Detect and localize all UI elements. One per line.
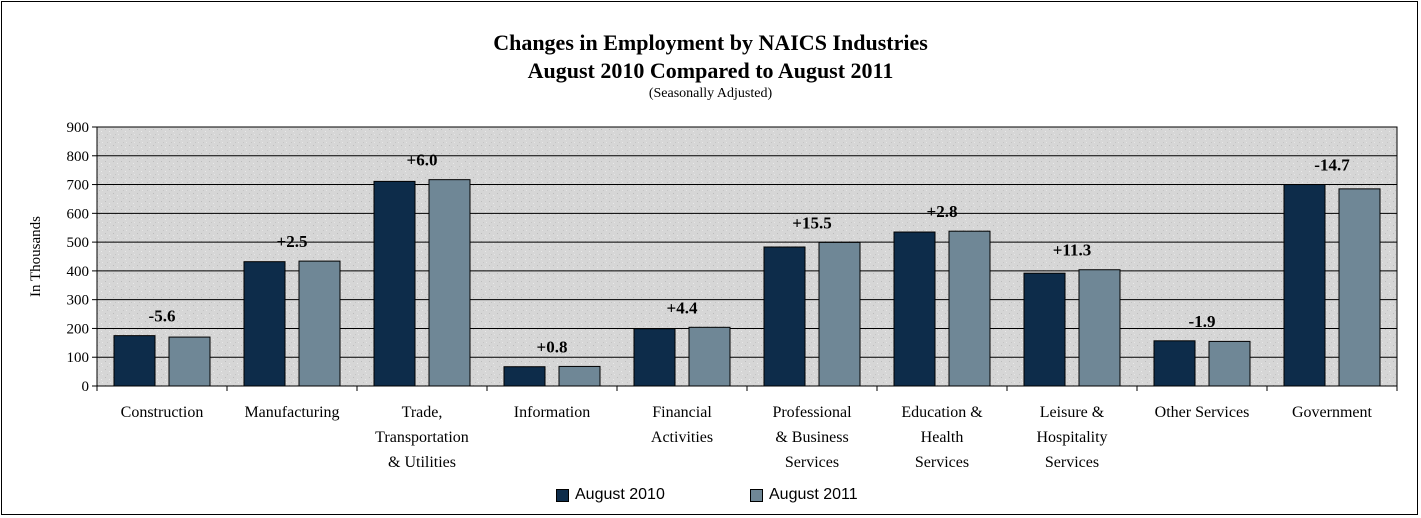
change-label: +2.8 <box>927 202 958 221</box>
x-tick-label: Hospitality <box>1036 429 1107 446</box>
y-tick-label: 900 <box>67 120 90 136</box>
legend-item-august-2010: August 2010 <box>556 486 665 504</box>
change-label: +11.3 <box>1053 241 1092 260</box>
change-label: +2.5 <box>277 232 308 251</box>
x-tick-label: Services <box>1045 454 1099 471</box>
x-tick-label: Information <box>514 404 590 421</box>
bar-august-2011 <box>1338 188 1381 387</box>
change-label: -5.6 <box>149 307 176 326</box>
x-tick-label: & Utilities <box>388 454 456 471</box>
y-tick-label: 100 <box>67 350 90 366</box>
y-tick-label: 700 <box>67 178 90 194</box>
x-tick-label: Education & <box>901 404 983 421</box>
legend-swatch <box>750 488 763 502</box>
chart-note: (Seasonally Adjusted) <box>648 86 773 101</box>
bar-august-2010 <box>1153 340 1196 387</box>
bar-august-2010 <box>243 261 286 387</box>
x-tick-label: Leisure & <box>1040 404 1105 421</box>
y-tick-label: 800 <box>67 149 90 165</box>
change-label: +15.5 <box>792 213 831 232</box>
legend-swatch <box>556 488 569 502</box>
legend-label: August 2010 <box>575 486 665 503</box>
y-tick-label: 200 <box>67 321 90 337</box>
bar-august-2010 <box>113 335 156 387</box>
bar-august-2011 <box>558 365 601 387</box>
change-label: +4.4 <box>667 298 698 317</box>
x-tick-label: Professional <box>772 404 852 421</box>
x-tick-label: Construction <box>121 404 204 421</box>
x-tick-label: Government <box>1292 404 1373 421</box>
bar-august-2011 <box>1078 269 1121 387</box>
x-tick-label: Health <box>921 429 964 446</box>
bar-august-2010 <box>373 180 416 387</box>
legend-item-august-2011: August 2011 <box>750 486 858 504</box>
bar-august-2011 <box>1208 340 1251 387</box>
x-tick-label: Services <box>785 454 839 471</box>
bar-august-2010 <box>1283 184 1326 387</box>
y-tick-label: 0 <box>82 379 90 395</box>
bar-august-2011 <box>948 230 991 387</box>
bar-august-2010 <box>1023 272 1066 387</box>
change-label: +0.8 <box>537 337 568 356</box>
x-tick-label: Transportation <box>375 429 469 446</box>
bar-august-2011 <box>168 336 211 387</box>
bar-august-2011 <box>688 326 731 387</box>
x-tick-label: Trade, <box>402 404 443 421</box>
bar-august-2010 <box>503 366 546 387</box>
bar-august-2010 <box>633 328 676 387</box>
plot-area <box>97 127 1397 386</box>
chart-subtitle: August 2010 Compared to August 2011 <box>527 58 894 83</box>
y-tick-label: 300 <box>67 293 90 309</box>
change-label: -1.9 <box>1189 312 1216 331</box>
chart-title: Changes in Employment by NAICS Industrie… <box>493 30 928 55</box>
x-tick-label: & Business <box>775 429 848 446</box>
bar-august-2011 <box>298 260 341 387</box>
bar-august-2011 <box>818 241 861 387</box>
y-tick-label: 600 <box>67 206 90 222</box>
x-tick-label: Services <box>915 454 969 471</box>
x-tick-label: Other Services <box>1155 404 1250 421</box>
bar-august-2010 <box>763 246 806 387</box>
y-tick-label: 400 <box>67 264 90 280</box>
y-tick-label: 500 <box>67 235 90 251</box>
bar-august-2011 <box>428 179 471 387</box>
legend-label: August 2011 <box>769 486 858 503</box>
x-tick-label: Manufacturing <box>244 404 339 421</box>
bar-august-2010 <box>893 231 936 387</box>
x-tick-label: Activities <box>651 429 713 446</box>
change-label: +6.0 <box>407 151 438 170</box>
y-axis-label: In Thousands <box>28 216 44 297</box>
change-label: -14.7 <box>1314 156 1350 175</box>
legend: August 2010 August 2011 <box>0 486 1421 512</box>
x-tick-label: Financial <box>652 404 712 421</box>
